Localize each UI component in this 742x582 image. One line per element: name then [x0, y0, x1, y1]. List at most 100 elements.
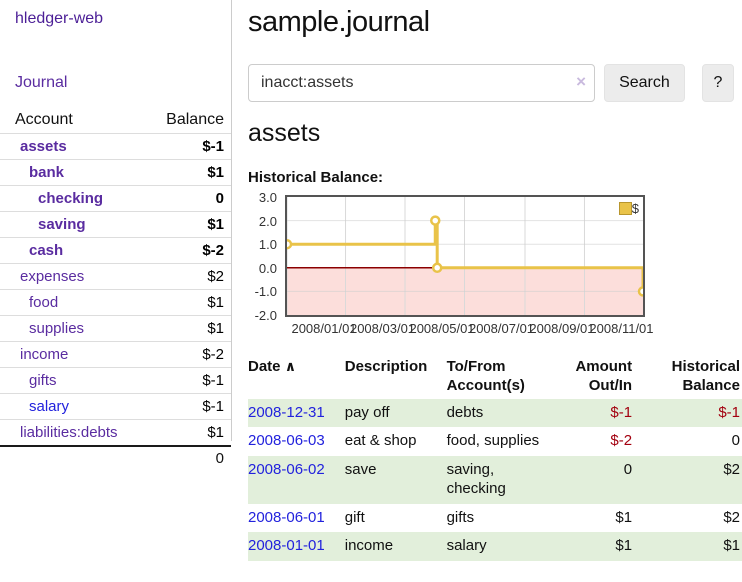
data-point-marker[interactable]: [431, 262, 443, 274]
sidebar-account-link[interactable]: gifts: [29, 372, 57, 389]
register-balance-cell: $-1: [640, 398, 742, 428]
sort-ascending-icon: ∧: [284, 358, 297, 374]
account-balance: $2: [148, 263, 231, 290]
sidebar-account-link[interactable]: income: [20, 346, 69, 363]
x-tick-label: 2008/11/01: [589, 321, 654, 336]
account-balance: $1: [148, 159, 231, 186]
account-row: supplies $1: [0, 315, 231, 342]
accounts-header-balance: Balance: [166, 111, 224, 128]
register-table: Date ∧ Description To/From Account(s) Am…: [248, 355, 742, 561]
register-description-cell: pay off: [344, 398, 447, 428]
y-tick-label: -1.0: [254, 284, 277, 300]
sidebar-account-link[interactable]: checking: [38, 190, 104, 207]
sidebar-account-link[interactable]: food: [29, 294, 59, 311]
x-tick-label: 2008/01/01: [291, 321, 357, 336]
register-description-cell: income: [344, 532, 447, 561]
register-header-row: Date ∧ Description To/From Account(s) Am…: [248, 355, 742, 399]
sidebar-account-link[interactable]: cash: [29, 242, 64, 259]
transaction-date-link[interactable]: 2008-06-01: [248, 508, 325, 526]
register-date-cell: 2008-06-02: [248, 456, 345, 504]
register-header-date[interactable]: Date ∧: [248, 358, 297, 375]
account-balance: $-2: [148, 341, 231, 368]
account-row: food $1: [0, 289, 231, 316]
data-point-marker[interactable]: [637, 286, 643, 297]
transaction-date-link[interactable]: 2008-06-03: [248, 432, 325, 450]
register-row[interactable]: 2008-06-02 save saving, checking 0 $2: [248, 456, 742, 504]
register-accounts-cell: debts: [446, 398, 554, 428]
account-row: expenses $2: [0, 263, 231, 290]
chart-title: Historical Balance:: [248, 169, 384, 186]
register-amount-cell: $-1: [553, 398, 641, 428]
account-balance: $-1: [148, 393, 231, 420]
sidebar-account-link[interactable]: bank: [29, 164, 65, 181]
register-row[interactable]: 2008-06-01 gift gifts $1 $2: [248, 504, 742, 533]
x-tick-label: 2008/05/01: [409, 321, 475, 336]
accounts-total-spacer: [0, 445, 149, 470]
y-tick-label: 1.0: [258, 237, 277, 253]
accounts-total-row: 0: [0, 445, 231, 470]
historical-balance-chart[interactable]: 3.0 2.0 1.0 0.0 -1.0 -2.0 $ 2008/01/01 2008/03…: [248, 190, 734, 339]
sidebar-account-link[interactable]: expenses: [20, 268, 85, 285]
register-accounts-cell: salary: [446, 532, 554, 561]
y-tick-label: 2.0: [258, 213, 277, 229]
account-balance: $1: [148, 419, 231, 446]
search-input[interactable]: [248, 64, 596, 102]
legend-label: $: [631, 201, 639, 216]
register-amount-cell: $1: [553, 532, 641, 561]
register-description-cell: gift: [344, 508, 365, 526]
register-header-description: Description: [344, 358, 428, 375]
help-button[interactable]: ?: [701, 64, 734, 102]
data-point-marker[interactable]: [287, 238, 293, 250]
account-balance: $1: [148, 289, 231, 316]
clear-search-icon[interactable]: ×: [576, 72, 587, 91]
account-row: cash $-2: [0, 237, 231, 264]
register-date-cell: 2008-01-01: [248, 532, 345, 561]
sidebar-account-link[interactable]: salary: [29, 398, 70, 415]
account-row: gifts $-1: [0, 367, 231, 394]
register-description-cell: save: [344, 456, 447, 504]
transaction-date-link[interactable]: 2008-01-01: [248, 537, 325, 555]
account-balance: $1: [148, 315, 231, 342]
register-header-balance: Historical Balance: [671, 358, 740, 394]
transaction-date-link[interactable]: 2008-06-02: [248, 461, 325, 478]
register-date-cell: 2008-06-01: [248, 504, 345, 533]
search-button[interactable]: Search: [604, 64, 685, 102]
account-row: liabilities:debts $1: [0, 419, 231, 446]
transaction-date-link[interactable]: 2008-12-31: [248, 403, 325, 421]
account-row: saving $1: [0, 211, 231, 238]
y-tick-label: -2.0: [254, 308, 277, 323]
register-balance-cell: $2: [640, 456, 742, 504]
account-balance: $-1: [148, 133, 231, 160]
account-balance: $-2: [148, 237, 231, 264]
register-balance-cell: $2: [723, 508, 740, 526]
sidebar-item-journal[interactable]: Journal: [15, 74, 68, 91]
data-point-marker[interactable]: [430, 215, 441, 226]
x-tick-label: 2008/07/01: [468, 321, 535, 336]
register-row[interactable]: 2008-06-03 eat & shop food, supplies $-2 0: [248, 427, 742, 456]
x-tick-label: 2008/09/01: [529, 321, 595, 336]
register-header-amount: Amount Out/In: [575, 358, 633, 394]
chart-y-axis: 3.0 2.0 1.0 0.0 -1.0 -2.0: [248, 190, 280, 323]
account-row: salary $-1: [0, 393, 231, 420]
sidebar-account-link[interactable]: supplies: [29, 320, 85, 337]
app-title-link[interactable]: hledger-web: [15, 10, 104, 27]
main-content: sample.journal × Search ? assets Histori…: [233, 0, 742, 561]
chart-plot-area[interactable]: $: [285, 195, 645, 317]
register-row[interactable]: 2008-01-01 income salary $1 $1: [248, 532, 742, 561]
sidebar-account-link[interactable]: liabilities:debts: [20, 424, 118, 441]
x-tick-label: 2008/03/01: [349, 321, 416, 336]
sidebar-account-link[interactable]: assets: [20, 138, 67, 155]
register-description-cell: eat & shop: [344, 432, 417, 450]
register-accounts-cell: food, supplies: [446, 432, 540, 450]
chart-canvas: [287, 197, 643, 315]
register-balance-cell: $1: [640, 532, 742, 561]
account-heading: assets: [248, 119, 321, 147]
register-accounts-cell: saving, checking: [446, 456, 554, 504]
sidebar-account-link[interactable]: saving: [38, 216, 86, 233]
account-row: assets $-1: [0, 133, 231, 160]
register-date-cell: 2008-06-03: [248, 427, 345, 456]
account-balance: $-1: [148, 367, 231, 394]
account-row: bank $1: [0, 159, 231, 186]
register-accounts-cell: gifts: [446, 508, 475, 526]
register-row[interactable]: 2008-12-31 pay off debts $-1 $-1: [248, 398, 742, 428]
